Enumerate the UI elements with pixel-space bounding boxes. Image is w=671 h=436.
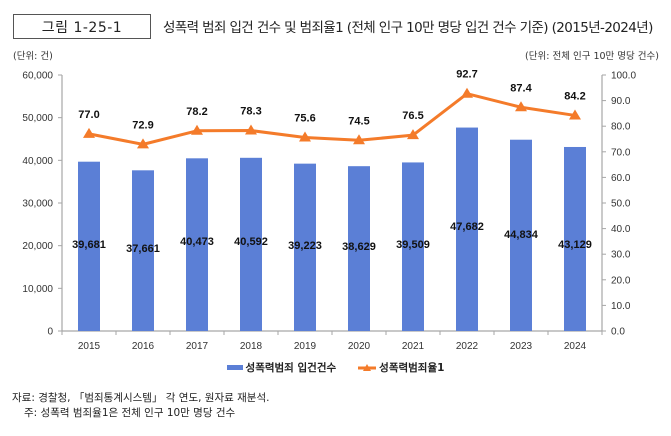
rate-marker	[191, 124, 203, 135]
line-value-label: 75.6	[294, 112, 315, 124]
note-text: 주: 성폭력 범죄율1은 전체 인구 10만 명당 건수	[24, 407, 236, 419]
source-notes: 자료: 경찰청, 「범죄통계시스템」 각 연도, 원자료 재분석. 주: 성폭력…	[12, 391, 269, 421]
rate-marker	[245, 124, 257, 135]
bar-value-label: 38,629	[342, 241, 376, 253]
line-series	[83, 87, 581, 149]
bar-value-label: 40,592	[234, 236, 268, 248]
x-tick-label: 2024	[564, 341, 587, 352]
left-y-tick-label: 60,000	[22, 71, 53, 82]
line-value-label: 76.5	[402, 110, 423, 122]
left-y-tick-label: 0	[47, 327, 53, 338]
legend: 성폭력범죄 입건건수 성폭력범죄율1	[0, 360, 671, 375]
x-tick-label: 2021	[402, 341, 425, 352]
data-labels: 39,681 37,661 40,473 40,592 39,223 38,629 39,5…	[72, 69, 592, 255]
figure-label: 그림 1-25-1	[41, 19, 123, 36]
x-tick-label: 2017	[186, 341, 209, 352]
left-y-tick-label: 10,000	[22, 284, 53, 295]
x-tick-label: 2019	[294, 341, 317, 352]
line-value-label: 74.5	[348, 115, 369, 127]
right-y-tick-label: 70.0	[611, 147, 631, 158]
unit-left-label: (단위: 건)	[13, 51, 53, 62]
x-tick-label: 2015	[78, 341, 101, 352]
bar	[132, 170, 154, 331]
unit-right-label: (단위: 전체 인구 10만 명당 건수)	[525, 51, 659, 62]
rate-marker	[515, 101, 527, 112]
line-value-label: 87.4	[510, 82, 532, 94]
line-value-label: 84.2	[564, 90, 585, 102]
legend-label-rate: 성폭력범죄율1	[379, 362, 445, 374]
x-tick-label: 2016	[132, 341, 155, 352]
right-y-tick-label: 60.0	[611, 173, 631, 184]
right-y-tick-label: 20.0	[611, 275, 631, 286]
bar	[186, 158, 208, 331]
rate-marker	[83, 127, 95, 138]
x-tick-label: 2023	[510, 341, 533, 352]
left-y-tick-label: 20,000	[22, 241, 53, 252]
legend-item-cases: 성폭력범죄 입건건수	[226, 360, 337, 375]
x-tick-label: 2020	[348, 341, 371, 352]
right-y-tick-label: 100.0	[611, 71, 636, 82]
rate-marker	[461, 87, 473, 98]
bar-value-label: 43,129	[558, 239, 592, 251]
bar	[564, 146, 586, 331]
right-y-tick-label: 40.0	[611, 224, 631, 235]
bar-value-label: 39,681	[72, 239, 106, 251]
bar	[240, 157, 262, 331]
bar-value-label: 39,509	[396, 239, 430, 251]
bar	[78, 161, 100, 331]
rate-line	[88, 92, 576, 146]
legend-item-rate: 성폭력범죄율1	[358, 360, 444, 375]
rate-marker	[299, 131, 311, 142]
x-tick-label: 2018	[240, 341, 263, 352]
line-value-label: 92.7	[456, 69, 477, 81]
source-text: 자료: 경찰청, 「범죄통계시스템」 각 연도, 원자료 재분석.	[12, 392, 270, 404]
right-y-tick-label: 0.0	[611, 327, 625, 338]
figure-title: 성폭력 범죄 입건 건수 및 범죄율1 (전체 인구 10만 명당 입건 건수 …	[163, 20, 653, 36]
bar-value-label: 47,682	[450, 221, 484, 233]
bar	[402, 162, 424, 331]
bar-series	[78, 127, 586, 332]
rate-marker	[569, 109, 581, 120]
bar-value-label: 44,834	[504, 229, 539, 241]
bar-value-label: 37,661	[126, 243, 160, 255]
line-value-label: 78.2	[186, 106, 207, 118]
figure-label-box: 그림 1-25-1	[13, 14, 151, 39]
line-value-label: 72.9	[132, 119, 153, 131]
bar	[348, 166, 370, 331]
right-y-tick-label: 30.0	[611, 250, 631, 261]
bar	[456, 127, 478, 332]
rate-marker	[353, 134, 365, 145]
left-y-tick-label: 50,000	[22, 113, 53, 124]
right-y-tick-label: 80.0	[611, 122, 631, 133]
rate-marker	[137, 138, 149, 149]
bar-value-label: 39,223	[288, 240, 322, 252]
line-value-label: 77.0	[78, 109, 99, 121]
axes: 0 10,000 20,000 30,000 40,000 50,000 60,000 0.0…	[22, 71, 636, 353]
left-y-tick-label: 40,000	[22, 156, 53, 167]
right-y-tick-label: 90.0	[611, 96, 631, 107]
right-y-tick-label: 10.0	[611, 301, 631, 312]
line-value-label: 78.3	[240, 106, 261, 118]
legend-bar-swatch	[226, 365, 243, 370]
bar	[294, 163, 316, 331]
bar	[510, 139, 532, 331]
x-tick-label: 2022	[456, 341, 479, 352]
right-y-tick-label: 50.0	[611, 199, 631, 210]
bar-value-label: 40,473	[180, 236, 214, 248]
legend-label-cases: 성폭력범죄 입건건수	[245, 362, 337, 374]
legend-line-swatch	[358, 363, 377, 371]
left-y-tick-label: 30,000	[22, 199, 53, 210]
rate-marker	[407, 129, 419, 140]
